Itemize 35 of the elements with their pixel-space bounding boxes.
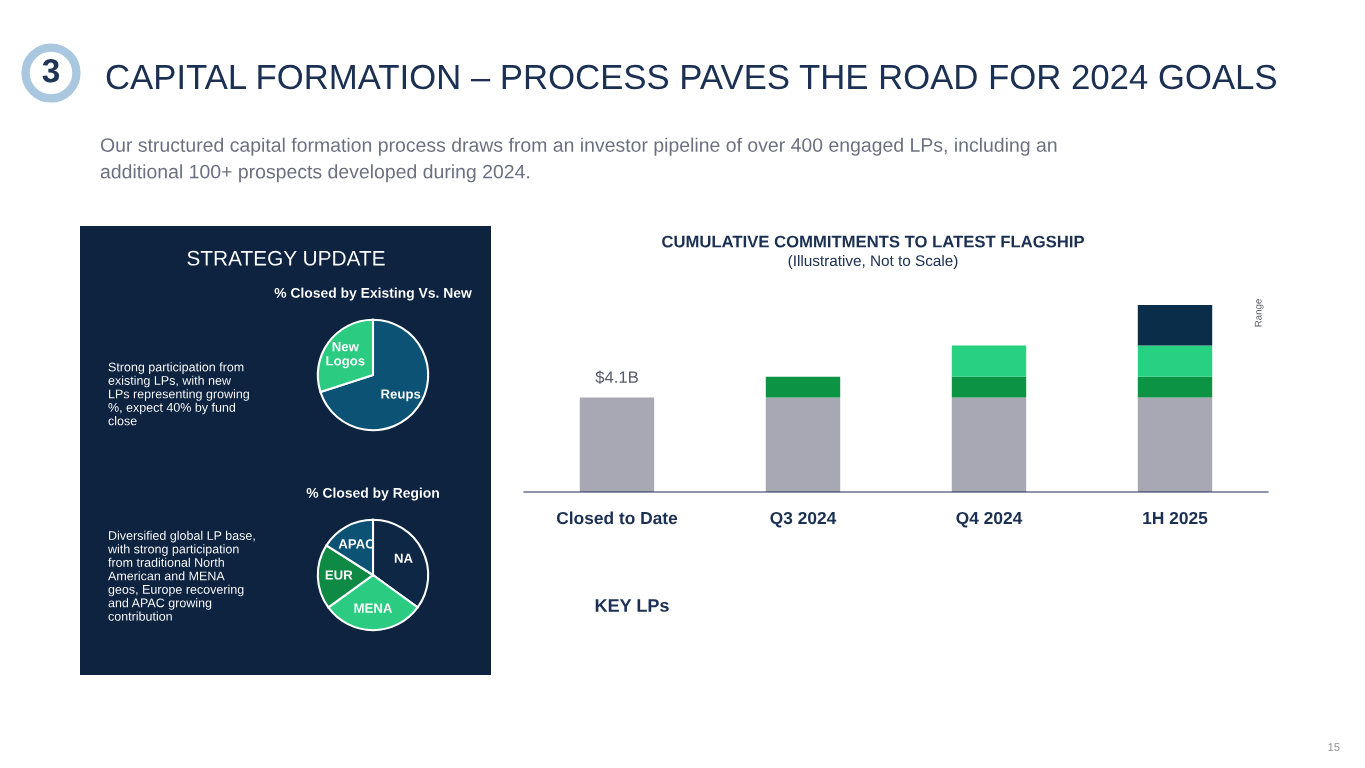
bar [1137,376,1213,398]
text: 15 [1328,743,1340,751]
x-tick-label: Closed to Date [556,511,678,525]
slice-label: MENA [354,603,393,613]
bar [765,397,841,492]
annotation: $4.1B [595,370,638,385]
x-tick-label: Q4 2024 [956,511,1023,528]
text: STRATEGY UPDATE [187,250,385,266]
slice-label: NA [394,553,413,563]
bar [951,376,1027,398]
bar [1137,345,1213,377]
chart-title: CUMULATIVE COMMITMENTS TO LATEST FLAGSHIP [662,235,1085,248]
text: Diversified global LP base, with strong participation from traditional North American and MENA geos, Europe recovering and APAC growing contribution [107,530,255,621]
x-tick-label: Q3 2024 [770,511,837,528]
chart-title: % Closed by Existing Vs. New [274,287,472,301]
slice-label: New Logos [326,342,365,369]
bar [579,397,655,492]
pie-slice [319,318,430,432]
chart-title: % Closed by Region [306,487,439,501]
chart-subtitle: (Illustrative, Not to Scale) [788,254,958,270]
text: CAPITAL FORMATION – PROCESS PAVES THE ROAD FOR 2024 GOALS [106,64,1276,90]
text: 3 [42,58,60,83]
annotation: Range [1254,299,1264,327]
slice-label: Reups [381,389,421,402]
x-tick-label: 1H 2025 [1143,511,1208,525]
bar [951,345,1027,377]
bar [951,397,1027,492]
bar [1137,305,1213,346]
text: Strong participation from existing LPs, with new LPs representing growing %, expect 40% by fund close [108,362,249,426]
text: KEY LPs [595,599,669,612]
slice-label: APAC [338,539,375,549]
text: Our structured capital formation process draws from an investor pipeline of over 400 engaged LPs, including an additional 100+ prospects developed during 2024. [100,137,1057,183]
bar [1137,397,1213,492]
bar [765,376,841,398]
slice-label: EUR [325,570,353,580]
